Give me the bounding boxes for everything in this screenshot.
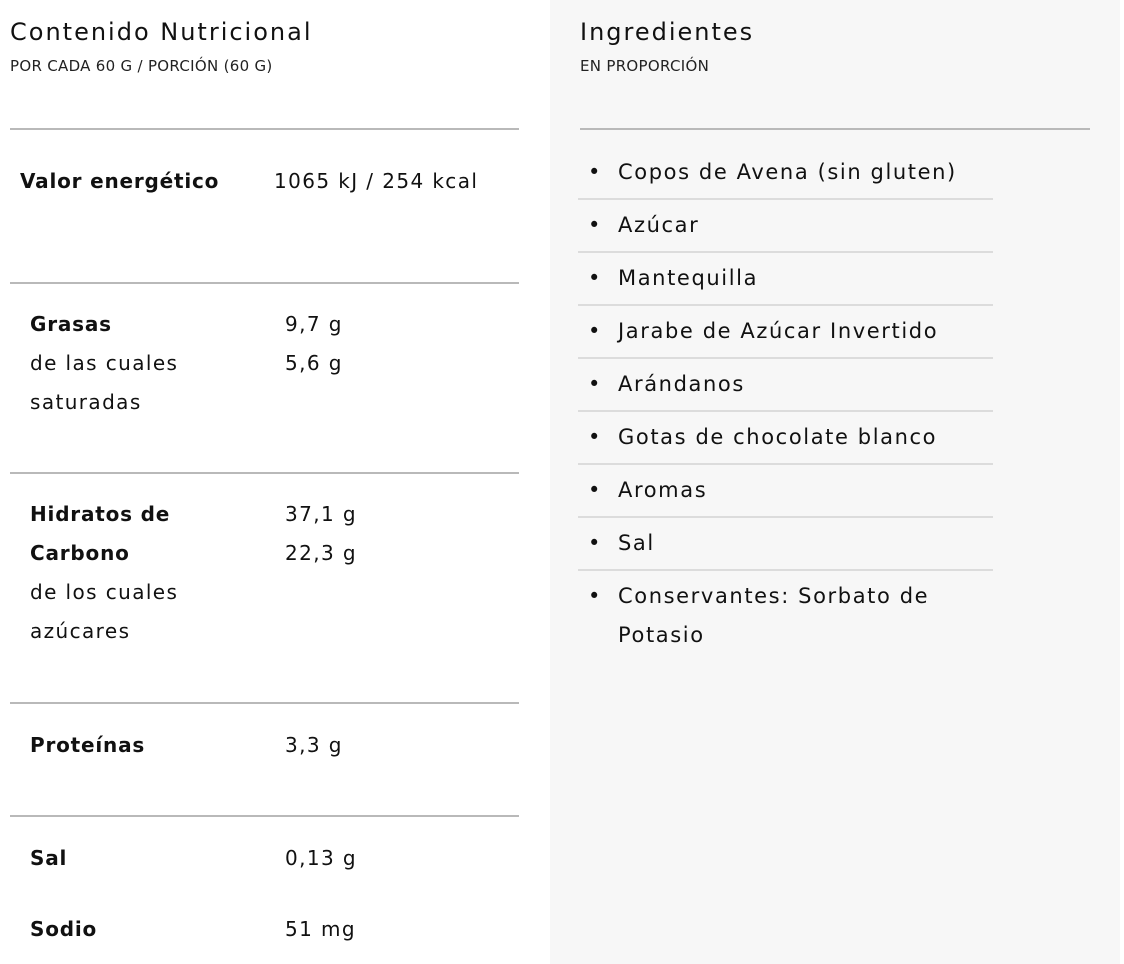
nutrition-value-fat: 9,7 g 5,6 g	[285, 312, 343, 375]
bullet-icon: •	[588, 478, 602, 502]
divider	[10, 472, 519, 474]
ingredients-list: • Copos de Avena (sin gluten) • Azúcar • Ma…	[578, 147, 993, 647]
bullet-icon: •	[588, 425, 602, 449]
ingredient-text: Copos de Avena (sin gluten)	[618, 160, 957, 184]
bullet-icon: •	[588, 584, 602, 608]
nutrition-value-protein: 3,3 g	[285, 733, 343, 757]
nutrition-value-salt: 0,13 g	[285, 846, 357, 870]
bullet-icon: •	[588, 266, 602, 290]
bullet-icon: •	[588, 372, 602, 396]
nutrition-label-sodium: Sodio	[30, 917, 98, 941]
ingredient-item: • Jarabe de Azúcar Invertido	[578, 306, 993, 359]
ingredient-item: • Azúcar	[578, 200, 993, 253]
ingredient-text: Mantequilla	[618, 266, 759, 290]
nutrition-label-energy: Valor energético	[20, 169, 220, 193]
ingredient-text: Arándanos	[618, 372, 745, 396]
ingredient-item: • Aromas	[578, 465, 993, 518]
ingredient-item: • Arándanos	[578, 359, 993, 412]
ingredient-item: • Sal	[578, 518, 993, 571]
nutrition-title: Contenido Nutricional	[10, 18, 313, 46]
ingredient-text: Jarabe de Azúcar Invertido	[618, 319, 939, 343]
nutrition-label-fat: Grasas de las cuales saturadas	[30, 312, 179, 414]
nutrition-label-protein: Proteínas	[30, 733, 146, 757]
ingredient-item: • Mantequilla	[578, 253, 993, 306]
ingredient-item: • Copos de Avena (sin gluten)	[578, 147, 993, 200]
ingredient-text: Aromas	[618, 478, 708, 502]
divider	[10, 702, 519, 704]
divider	[580, 128, 1090, 130]
ingredients-panel: Ingredientes EN PROPORCIÓN • Copos de Ave…	[550, 0, 1120, 964]
bullet-icon: •	[588, 213, 602, 237]
bullet-icon: •	[588, 531, 602, 555]
bullet-icon: •	[588, 319, 602, 343]
nutrition-label-salt: Sal	[30, 846, 68, 870]
ingredient-text: Conservantes: Sorbato de Potasio	[618, 584, 930, 647]
bullet-icon: •	[588, 160, 602, 184]
ingredients-subtitle: EN PROPORCIÓN	[580, 57, 710, 75]
ingredients-title: Ingredientes	[580, 18, 755, 46]
nutrition-value-carbs: 37,1 g 22,3 g	[285, 502, 357, 565]
divider	[10, 128, 519, 130]
nutrition-value-energy: 1065 kJ / 254 kcal	[274, 169, 479, 193]
ingredient-text: Sal	[618, 531, 655, 555]
ingredient-text: Azúcar	[618, 213, 700, 237]
nutrition-value-sodium: 51 mg	[285, 917, 356, 941]
nutrition-subtitle: POR CADA 60 G / PORCIÓN (60 G)	[10, 57, 273, 75]
ingredient-item: • Gotas de chocolate blanco	[578, 412, 993, 465]
divider	[10, 282, 519, 284]
ingredient-item: • Conservantes: Sorbato de Potasio	[578, 571, 998, 647]
ingredient-text: Gotas de chocolate blanco	[618, 425, 938, 449]
nutrition-label-carbs: Hidratos de Carbono de los cuales azúcare…	[30, 502, 179, 643]
divider	[10, 815, 519, 817]
